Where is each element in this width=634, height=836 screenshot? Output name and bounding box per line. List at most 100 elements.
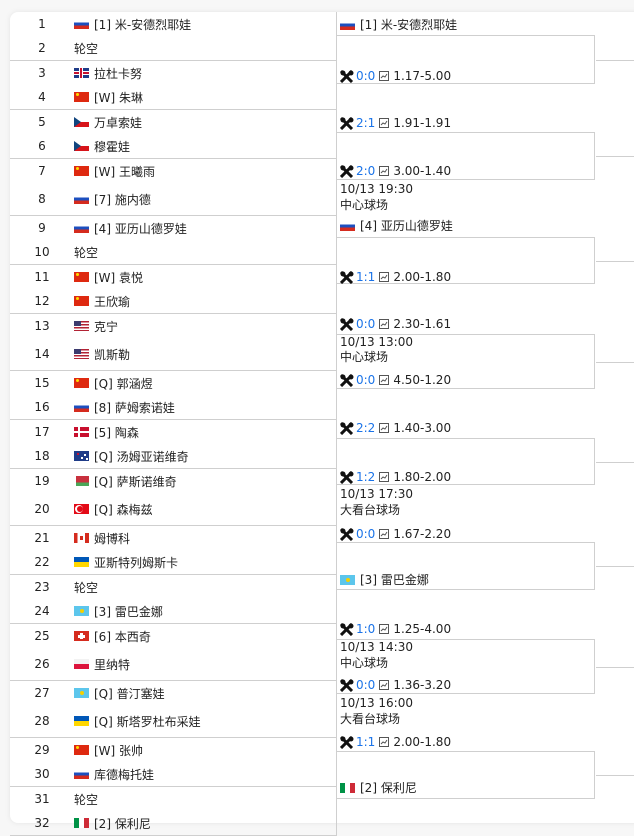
player-row[interactable]: 32 [2] 保利尼 — [10, 811, 336, 835]
match-info[interactable]: 1:2 1.80-2.00 — [340, 469, 451, 485]
chart-icon[interactable] — [379, 737, 390, 747]
player-name[interactable]: [3] 雷巴金娜 — [360, 573, 429, 587]
match-info[interactable]: 1:1 2.00-1.80 — [340, 269, 451, 285]
match-score[interactable]: 0:0 — [356, 678, 376, 692]
match-score[interactable]: 0:0 — [356, 373, 376, 387]
player-name[interactable]: [8] 萨姆索诺娃 — [94, 400, 175, 415]
player-name[interactable]: 王欣瑜 — [94, 294, 131, 309]
player-row[interactable]: 22 亚斯特列姆斯卡 — [10, 550, 336, 574]
match-info[interactable]: 1:0 1.25-4.00 — [340, 621, 451, 637]
match-info[interactable]: 0:0 4.50-1.20 — [340, 372, 451, 388]
player-row[interactable]: 12 王欣瑜 — [10, 289, 336, 313]
match-score[interactable]: 0:0 — [356, 527, 376, 541]
match-score[interactable]: 1:1 — [356, 735, 376, 749]
match-info[interactable]: 1:1 2.00-1.80 — [340, 734, 451, 750]
player-row[interactable]: 18 [Q] 汤姆亚诺维奇 — [10, 444, 336, 468]
player-row[interactable]: 28 [Q] 斯塔罗杜布采娃 — [10, 705, 336, 737]
match-info[interactable]: 2:0 3.00-1.40 — [340, 163, 451, 179]
player-name[interactable]: [7] 施内德 — [94, 192, 151, 207]
chart-icon[interactable] — [379, 680, 390, 690]
player-name[interactable]: 拉杜卡努 — [94, 66, 143, 81]
player-row[interactable]: 8 [7] 施内德 — [10, 183, 336, 215]
player-row[interactable]: 25 [6] 本西奇 — [10, 624, 336, 648]
chart-icon[interactable] — [379, 375, 390, 385]
crossed-rackets-icon[interactable] — [340, 527, 354, 541]
player-name[interactable]: [Q] 斯塔罗杜布采娃 — [94, 714, 201, 729]
player-row[interactable]: 20 [Q] 森梅兹 — [10, 493, 336, 525]
player-name[interactable]: [Q] 郭涵煜 — [94, 376, 153, 391]
match-score[interactable]: 2:0 — [356, 164, 376, 178]
player-row[interactable]: 31 轮空 — [10, 787, 336, 811]
chart-icon[interactable] — [379, 71, 390, 81]
player-name[interactable]: [1] 米-安德烈耶娃 — [360, 18, 458, 32]
player-name[interactable]: [4] 亚历山德罗娃 — [94, 221, 187, 236]
crossed-rackets-icon[interactable] — [340, 69, 354, 83]
player-name[interactable]: 轮空 — [74, 245, 99, 260]
player-row[interactable]: 30 库德梅托娃 — [10, 762, 336, 786]
player-name[interactable]: 凯斯勒 — [94, 347, 131, 362]
crossed-rackets-icon[interactable] — [340, 421, 354, 435]
crossed-rackets-icon[interactable] — [340, 317, 354, 331]
match-score[interactable]: 2:2 — [356, 421, 376, 435]
chart-icon[interactable] — [379, 319, 390, 329]
player-name[interactable]: [2] 保利尼 — [360, 781, 417, 795]
crossed-rackets-icon[interactable] — [340, 373, 354, 387]
player-name[interactable]: [1] 米-安德烈耶娃 — [94, 17, 192, 32]
chart-icon[interactable] — [379, 423, 390, 433]
player-row[interactable]: 3 拉杜卡努 — [10, 61, 336, 85]
chart-icon[interactable] — [379, 624, 390, 634]
chart-icon[interactable] — [379, 529, 390, 539]
match-info[interactable]: 2:1 1.91-1.91 — [340, 115, 451, 131]
player-row[interactable]: 19 [Q] 萨斯诺维奇 — [10, 469, 336, 493]
crossed-rackets-icon[interactable] — [340, 116, 354, 130]
player-row[interactable]: 10 轮空 — [10, 240, 336, 264]
player-row[interactable]: 15 [Q] 郭涵煜 — [10, 371, 336, 395]
player-name[interactable]: 穆霍娃 — [94, 139, 131, 154]
player-name[interactable]: 万卓索娃 — [94, 115, 143, 130]
bracket-winner[interactable]: [3] 雷巴金娜 — [340, 572, 429, 588]
chart-icon[interactable] — [379, 472, 390, 482]
player-row[interactable]: 7 [W] 王曦雨 — [10, 159, 336, 183]
player-name[interactable]: [4] 亚历山德罗娃 — [360, 219, 453, 233]
crossed-rackets-icon[interactable] — [340, 622, 354, 636]
player-name[interactable]: [W] 张帅 — [94, 743, 144, 758]
crossed-rackets-icon[interactable] — [340, 164, 354, 178]
player-name[interactable]: 轮空 — [74, 580, 99, 595]
match-score[interactable]: 2:1 — [356, 116, 376, 130]
player-row[interactable]: 27 [Q] 普汀塞娃 — [10, 681, 336, 705]
match-score[interactable]: 0:0 — [356, 69, 376, 83]
match-info[interactable]: 0:0 1.36-3.20 — [340, 677, 451, 693]
player-name[interactable]: [3] 雷巴金娜 — [94, 604, 163, 619]
player-row[interactable]: 16 [8] 萨姆索诺娃 — [10, 395, 336, 419]
bracket-winner[interactable]: [1] 米-安德烈耶娃 — [340, 17, 457, 33]
chart-icon[interactable] — [379, 118, 390, 128]
player-row[interactable]: 13 克宁 — [10, 314, 336, 338]
player-name[interactable]: [Q] 森梅兹 — [94, 502, 153, 517]
match-score[interactable]: 1:2 — [356, 470, 376, 484]
player-row[interactable]: 1 [1] 米-安德烈耶娃 — [10, 12, 336, 36]
crossed-rackets-icon[interactable] — [340, 678, 354, 692]
player-name[interactable]: [Q] 普汀塞娃 — [94, 686, 165, 701]
player-row[interactable]: 14 凯斯勒 — [10, 338, 336, 370]
player-row[interactable]: 9 [4] 亚历山德罗娃 — [10, 216, 336, 240]
player-row[interactable]: 4 [W] 朱琳 — [10, 85, 336, 109]
player-row[interactable]: 6 穆霍娃 — [10, 134, 336, 158]
crossed-rackets-icon[interactable] — [340, 270, 354, 284]
player-row[interactable]: 24 [3] 雷巴金娜 — [10, 599, 336, 623]
player-name[interactable]: 库德梅托娃 — [94, 767, 155, 782]
player-name[interactable]: 克宁 — [94, 319, 119, 334]
player-name[interactable]: [2] 保利尼 — [94, 816, 151, 831]
player-row[interactable]: 23 轮空 — [10, 575, 336, 599]
player-row[interactable]: 21 姆博科 — [10, 526, 336, 550]
player-row[interactable]: 5 万卓索娃 — [10, 110, 336, 134]
match-info[interactable]: 0:0 1.67-2.20 — [340, 526, 451, 542]
match-score[interactable]: 0:0 — [356, 317, 376, 331]
player-row[interactable]: 17 [5] 陶森 — [10, 420, 336, 444]
player-row[interactable]: 29 [W] 张帅 — [10, 738, 336, 762]
player-name[interactable]: 里纳特 — [94, 657, 131, 672]
chart-icon[interactable] — [379, 272, 390, 282]
player-name[interactable]: 轮空 — [74, 792, 99, 807]
player-name[interactable]: [W] 王曦雨 — [94, 164, 156, 179]
player-row[interactable]: 2 轮空 — [10, 36, 336, 60]
match-info[interactable]: 2:2 1.40-3.00 — [340, 420, 451, 436]
